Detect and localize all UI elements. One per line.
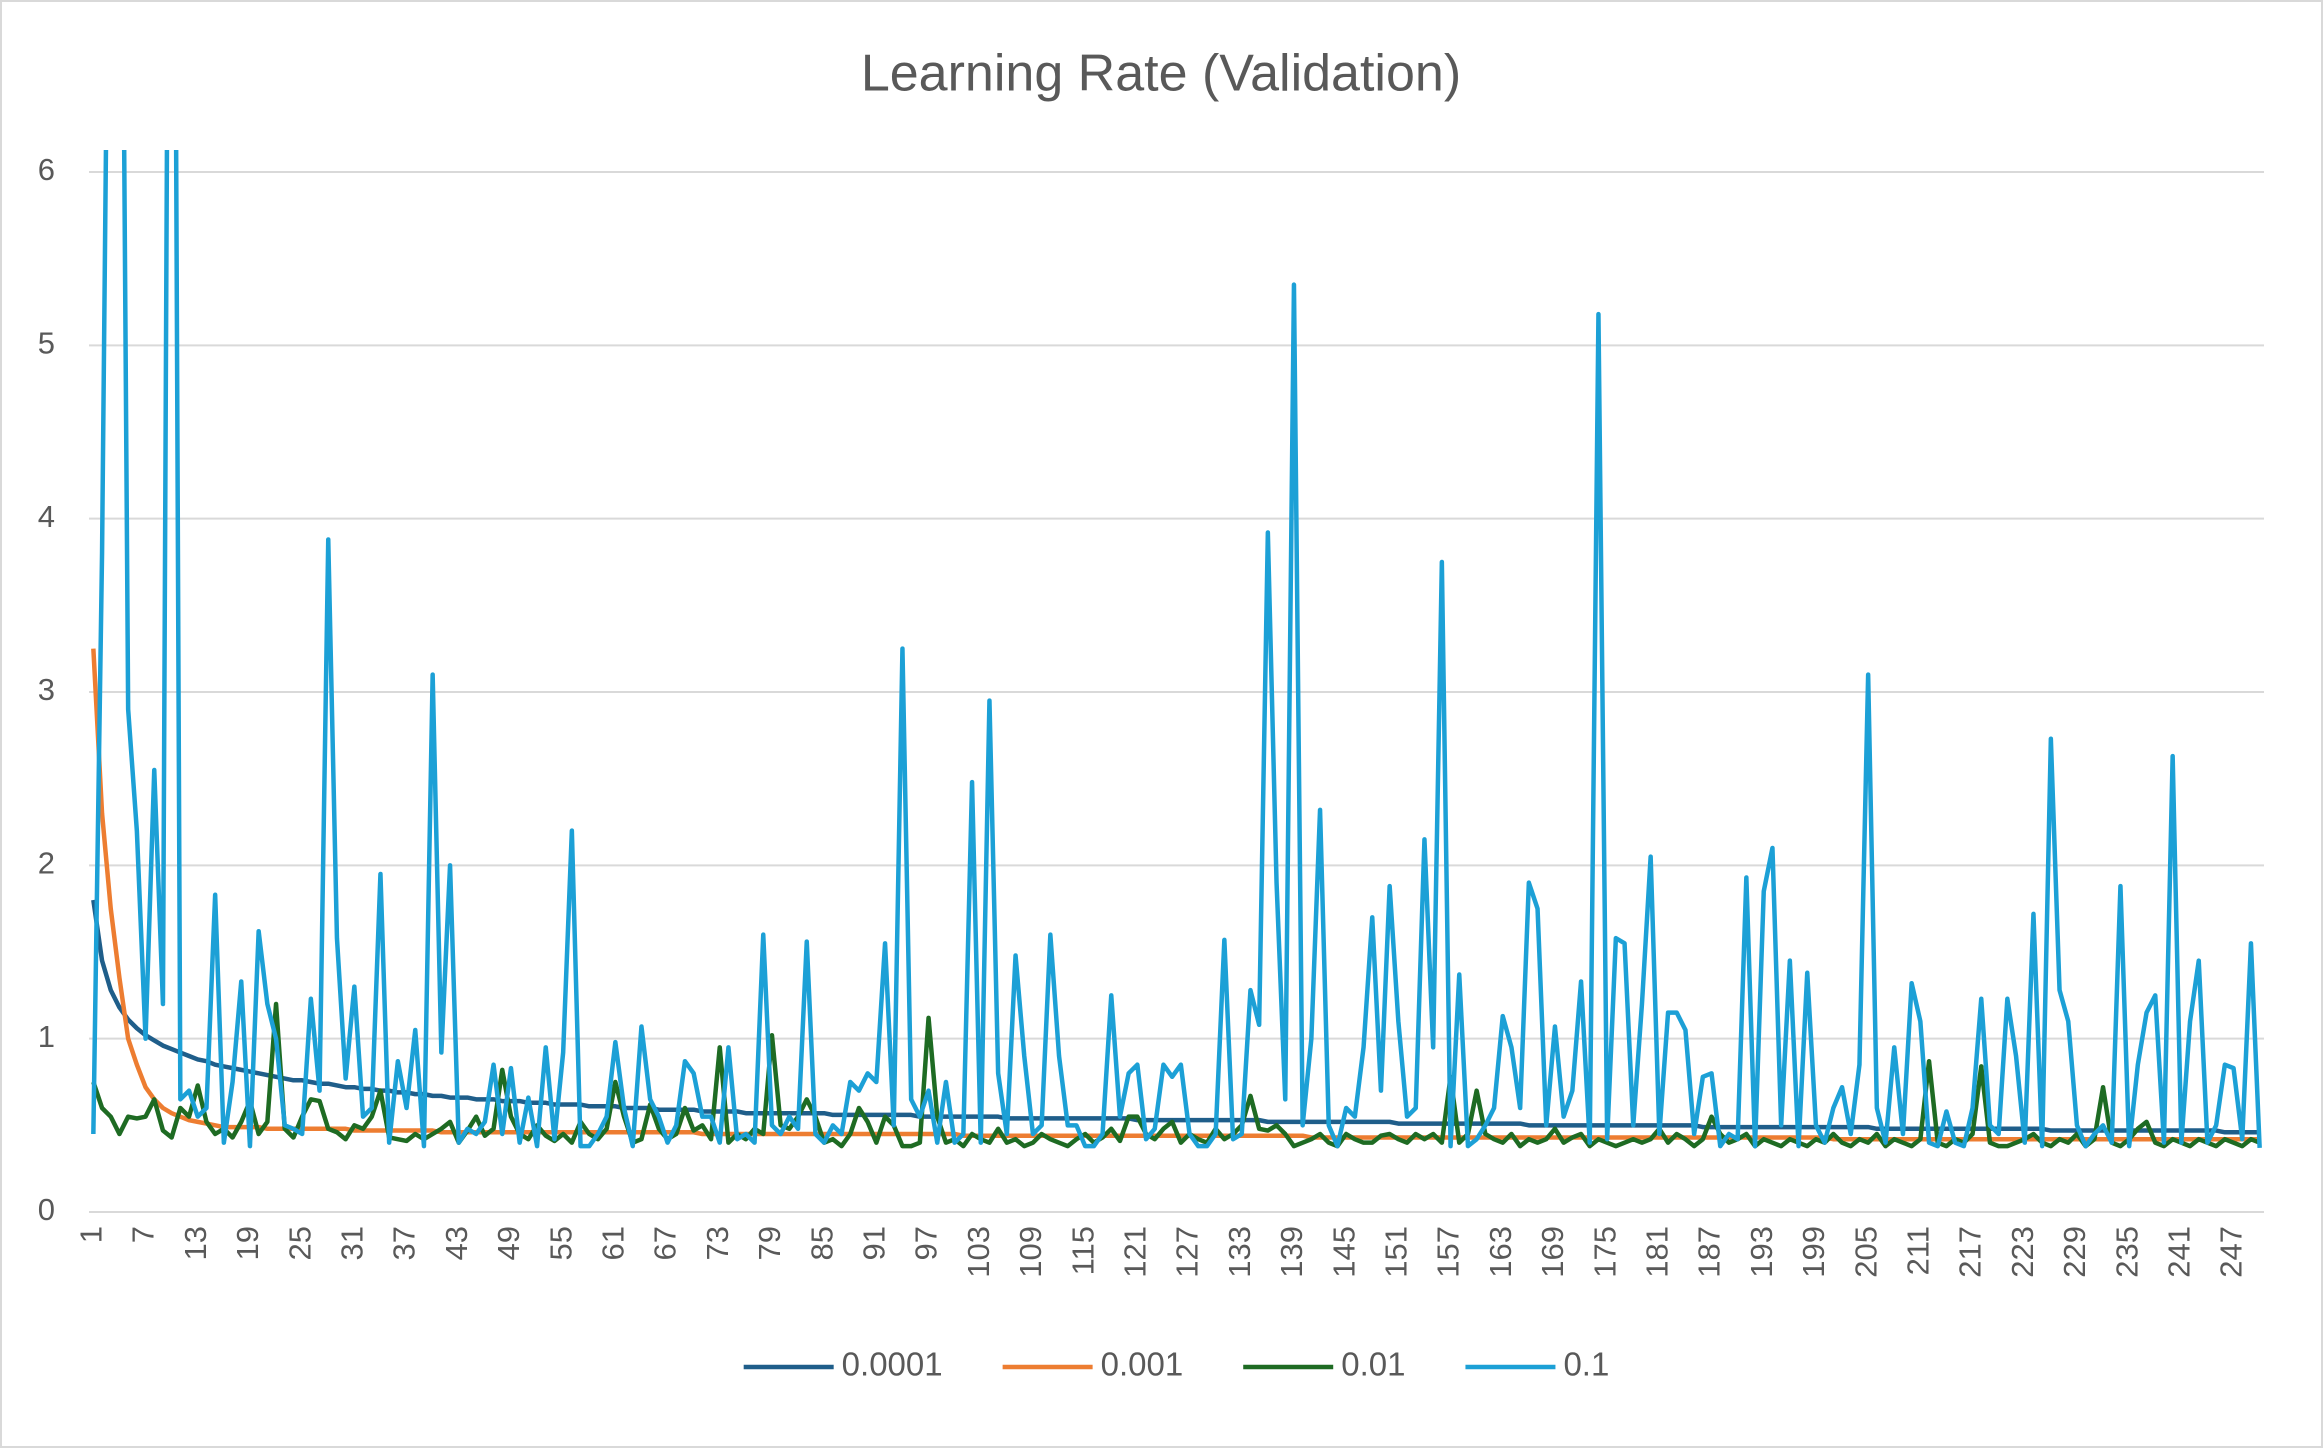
x-tick-label: 73 (700, 1226, 735, 1260)
x-tick-label: 79 (752, 1226, 787, 1260)
x-tick-label: 229 (2057, 1226, 2092, 1278)
legend-item: 0.001 (1002, 1346, 1184, 1383)
y-tick-label: 2 (38, 846, 55, 881)
x-tick-label: 91 (857, 1226, 892, 1260)
x-tick-label: 157 (1431, 1226, 1466, 1278)
x-tick-label: 163 (1483, 1226, 1518, 1278)
legend-label: 0.001 (1101, 1346, 1184, 1383)
x-tick-label: 247 (2214, 1226, 2249, 1278)
legend-label: 0.01 (1341, 1346, 1405, 1383)
x-tick-label: 49 (491, 1226, 526, 1260)
x-tick-label: 235 (2109, 1226, 2144, 1278)
x-tick-label: 121 (1118, 1226, 1153, 1278)
legend-item: 0.01 (1243, 1346, 1405, 1383)
x-tick-label: 103 (961, 1226, 996, 1278)
x-tick-label: 223 (2005, 1226, 2040, 1278)
x-tick-label: 37 (387, 1226, 422, 1260)
x-tick-label: 61 (596, 1226, 631, 1260)
plot-lines (91, 150, 2262, 1149)
legend-label: 0.0001 (842, 1346, 943, 1383)
y-tick-label: 0 (38, 1192, 55, 1227)
x-tick-label: 31 (335, 1226, 370, 1260)
y-tick-label: 6 (38, 152, 55, 187)
legend: 0.0001 0.001 0.01 0.1 (743, 1346, 1609, 1383)
x-tick-label: 133 (1222, 1226, 1257, 1278)
grid (89, 171, 2264, 1213)
x-tick-label: 67 (648, 1226, 683, 1260)
legend-item: 0.1 (1465, 1346, 1609, 1383)
x-tick-label: 241 (2162, 1226, 2197, 1278)
x-tick-label: 43 (439, 1226, 474, 1260)
series-line (91, 1001, 2261, 1149)
x-tick-label: 55 (543, 1226, 578, 1260)
x-tick-label: 187 (1692, 1226, 1727, 1278)
x-tick-label: 199 (1796, 1226, 1831, 1278)
y-tick-label: 5 (38, 326, 55, 361)
x-tick-label: 109 (1013, 1226, 1048, 1278)
x-tick-label: 217 (1953, 1226, 1988, 1278)
y-tick-label: 4 (38, 499, 55, 534)
x-tick-label: 7 (126, 1226, 161, 1243)
x-tick-label: 1 (74, 1226, 109, 1243)
x-tick-label: 169 (1535, 1226, 1570, 1278)
x-tick-label: 25 (282, 1226, 317, 1260)
x-tick-label: 139 (1274, 1226, 1309, 1278)
x-tick-label: 181 (1640, 1226, 1675, 1278)
x-tick-label: 175 (1587, 1226, 1622, 1278)
x-tick-label: 193 (1744, 1226, 1779, 1278)
x-tick-label: 205 (1848, 1226, 1883, 1278)
x-tick-label: 115 (1065, 1226, 1100, 1275)
x-tick-label: 13 (178, 1226, 213, 1260)
x-tick-label: 19 (230, 1226, 265, 1260)
x-tick-label: 145 (1326, 1226, 1361, 1278)
series-line (91, 150, 2262, 1149)
y-tick-label: 1 (38, 1019, 55, 1054)
series-line (91, 899, 2260, 1135)
x-tick-label: 85 (804, 1226, 839, 1260)
x-tick-label: 211 (1901, 1226, 1936, 1275)
chart-title: Learning Rate (Validation) (861, 45, 1461, 103)
x-tick-label: 97 (909, 1226, 944, 1260)
x-tick-label: 151 (1379, 1226, 1414, 1278)
legend-label: 0.1 (1563, 1346, 1609, 1383)
y-tick-label: 3 (38, 672, 55, 707)
legend-item: 0.0001 (743, 1346, 943, 1383)
x-tick-label: 127 (1170, 1226, 1205, 1278)
